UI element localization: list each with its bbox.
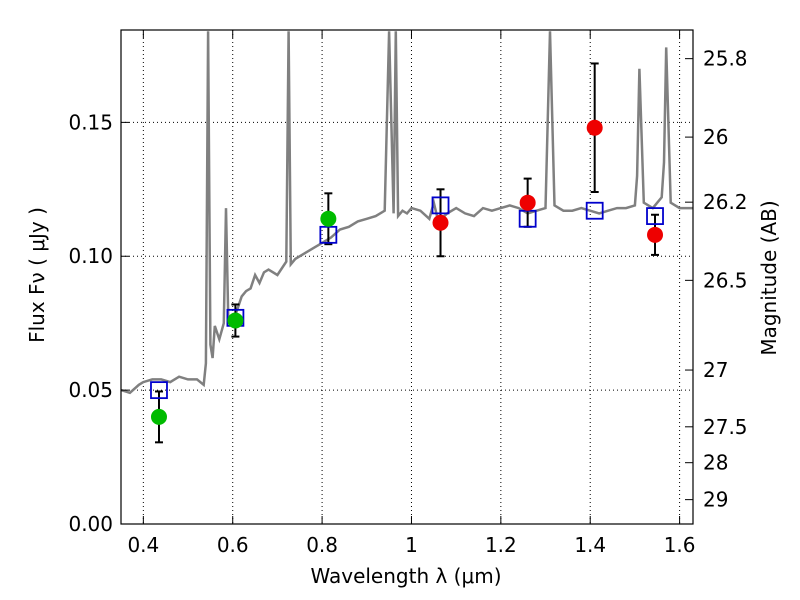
x-tick-label: 0.8: [306, 533, 338, 557]
y-tick-label: 0.05: [68, 378, 113, 402]
model-photometry-square: [518, 209, 537, 228]
red-data-point: [647, 226, 664, 243]
model-photometry-square: [646, 207, 664, 225]
plot-frame: [120, 29, 694, 525]
y2-tick-label: 27: [703, 358, 728, 382]
green-data-point: [150, 408, 167, 425]
x-axis-title: Wavelength λ (μm): [310, 564, 501, 588]
model-photometry-square: [150, 381, 168, 400]
x-tick-label: 0.6: [217, 533, 249, 557]
model-photometry-square: [585, 201, 604, 220]
model-spectrum-layer: [121, 31, 693, 395]
green-data-point: [320, 210, 337, 227]
y2-tick-label: 29: [703, 488, 728, 512]
red-data-point: [586, 119, 603, 136]
y-axis-title: Flux Fν ( μJy ): [25, 207, 49, 343]
y2-tick-label: 26: [703, 125, 728, 149]
x-tick-label: 1: [405, 533, 418, 557]
model-photometry-square: [319, 225, 338, 244]
data-points-layer: [150, 119, 664, 425]
y2-axis-title: Magnitude (AB): [757, 200, 781, 355]
y2-tick-label: 28: [703, 451, 728, 475]
green-data-point: [227, 312, 244, 329]
y2-tick-label: 26.2: [703, 190, 748, 214]
tick-labels: 0.4 0.6 0.8 1 1.2 1.4 1.6 0.00 0.05 0.10 0.15 25.8 2…: [68, 47, 747, 557]
x-tick-label: 0.4: [127, 533, 159, 557]
error-bars-layer: [154, 62, 660, 444]
y-tick-label: 0.15: [68, 110, 113, 134]
red-data-point: [432, 214, 449, 231]
y2-tick-label: 27.5: [703, 415, 748, 439]
y2-tick-label: 26.5: [703, 268, 748, 292]
x-tick-label: 1.6: [664, 533, 696, 557]
model-photometry-square: [431, 196, 450, 215]
red-data-point: [519, 194, 536, 211]
x-tick-label: 1.2: [485, 533, 517, 557]
y-tick-label: 0.10: [68, 244, 113, 268]
x-tick-label: 1.4: [574, 533, 606, 557]
model-spectrum-line: [121, 31, 693, 395]
y-tick-label: 0.00: [68, 512, 113, 536]
y2-tick-label: 25.8: [703, 47, 748, 71]
axes: [120, 29, 694, 525]
